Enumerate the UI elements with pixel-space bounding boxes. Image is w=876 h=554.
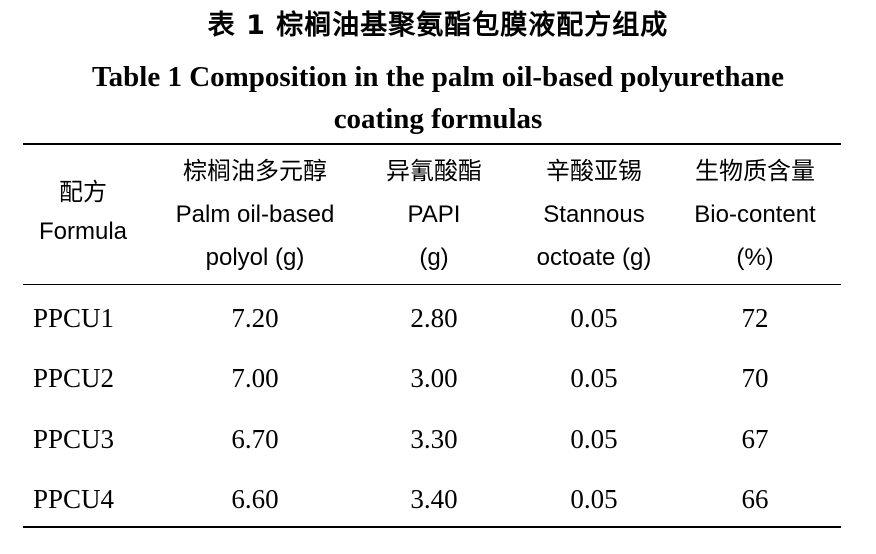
- cell-bio-content: 70: [741, 363, 769, 393]
- table-row: PPCU3 6.70 3.30 0.05 67: [0, 419, 876, 459]
- cell-formula: PPCU1: [33, 303, 115, 333]
- cell-stannous: 0.05: [570, 484, 618, 514]
- header-papi-en-1: PAPI: [407, 201, 461, 228]
- header-formula-cn: 配方: [59, 178, 107, 206]
- table-title-english: Table 1 Composition in the palm oil-base…: [0, 56, 876, 140]
- cell-stannous: 0.05: [570, 303, 618, 333]
- table-header-rule: [23, 284, 841, 285]
- header-bio-en-2: (%): [736, 244, 774, 271]
- cell-bio-content: 66: [741, 484, 769, 514]
- header-bio-content: 生物质含量 Bio-content (%): [672, 150, 838, 279]
- cell-polyol: 7.00: [231, 363, 279, 393]
- header-polyol-en-1: Palm oil-based: [175, 201, 335, 228]
- header-bio-cn: 生物质含量: [695, 157, 815, 185]
- header-stannous-en-1: Stannous: [543, 201, 645, 228]
- header-formula-en: Formula: [38, 218, 128, 245]
- header-polyol: 棕榈油多元醇 Palm oil-based polyol (g): [160, 150, 350, 279]
- cell-bio-content: 72: [741, 303, 769, 333]
- cell-polyol: 7.20: [231, 303, 279, 333]
- table-title-english-line-1: Table 1 Composition in the palm oil-base…: [91, 61, 785, 93]
- cell-stannous: 0.05: [570, 424, 618, 454]
- cell-papi: 3.30: [410, 424, 458, 454]
- header-papi: 异氰酸酯 PAPI (g): [370, 150, 498, 279]
- cell-formula: PPCU4: [33, 484, 115, 514]
- header-papi-cn: 异氰酸酯: [386, 157, 482, 185]
- cell-bio-content: 67: [741, 424, 769, 454]
- cell-stannous: 0.05: [570, 363, 618, 393]
- header-polyol-en-2: polyol (g): [205, 244, 305, 271]
- header-stannous-en-2: octoate (g): [536, 244, 652, 271]
- table-title-english-line-2: coating formulas: [333, 103, 543, 135]
- table-row: PPCU2 7.00 3.00 0.05 70: [0, 358, 876, 398]
- cell-papi: 3.40: [410, 484, 458, 514]
- table-row: PPCU4 6.60 3.40 0.05 66: [0, 479, 876, 519]
- header-papi-en-2: (g): [419, 244, 449, 271]
- header-stannous-octoate: 辛酸亚锡 Stannous octoate (g): [518, 150, 670, 279]
- cell-formula: PPCU2: [33, 363, 115, 393]
- cell-papi: 3.00: [410, 363, 458, 393]
- header-bio-en-1: Bio-content: [694, 201, 816, 228]
- header-formula: 配方 Formula: [28, 172, 138, 252]
- header-polyol-cn: 棕榈油多元醇: [183, 157, 327, 185]
- cell-papi: 2.80: [410, 303, 458, 333]
- cell-formula: PPCU3: [33, 424, 115, 454]
- table-row: PPCU1 7.20 2.80 0.05 72: [0, 298, 876, 338]
- cell-polyol: 6.60: [231, 484, 279, 514]
- header-stannous-cn: 辛酸亚锡: [546, 157, 642, 185]
- table-bottom-rule: [23, 526, 841, 528]
- table-title-chinese: 表 1 棕榈油基聚氨酯包膜液配方组成: [207, 10, 669, 41]
- cell-polyol: 6.70: [231, 424, 279, 454]
- table-top-rule: [23, 143, 841, 145]
